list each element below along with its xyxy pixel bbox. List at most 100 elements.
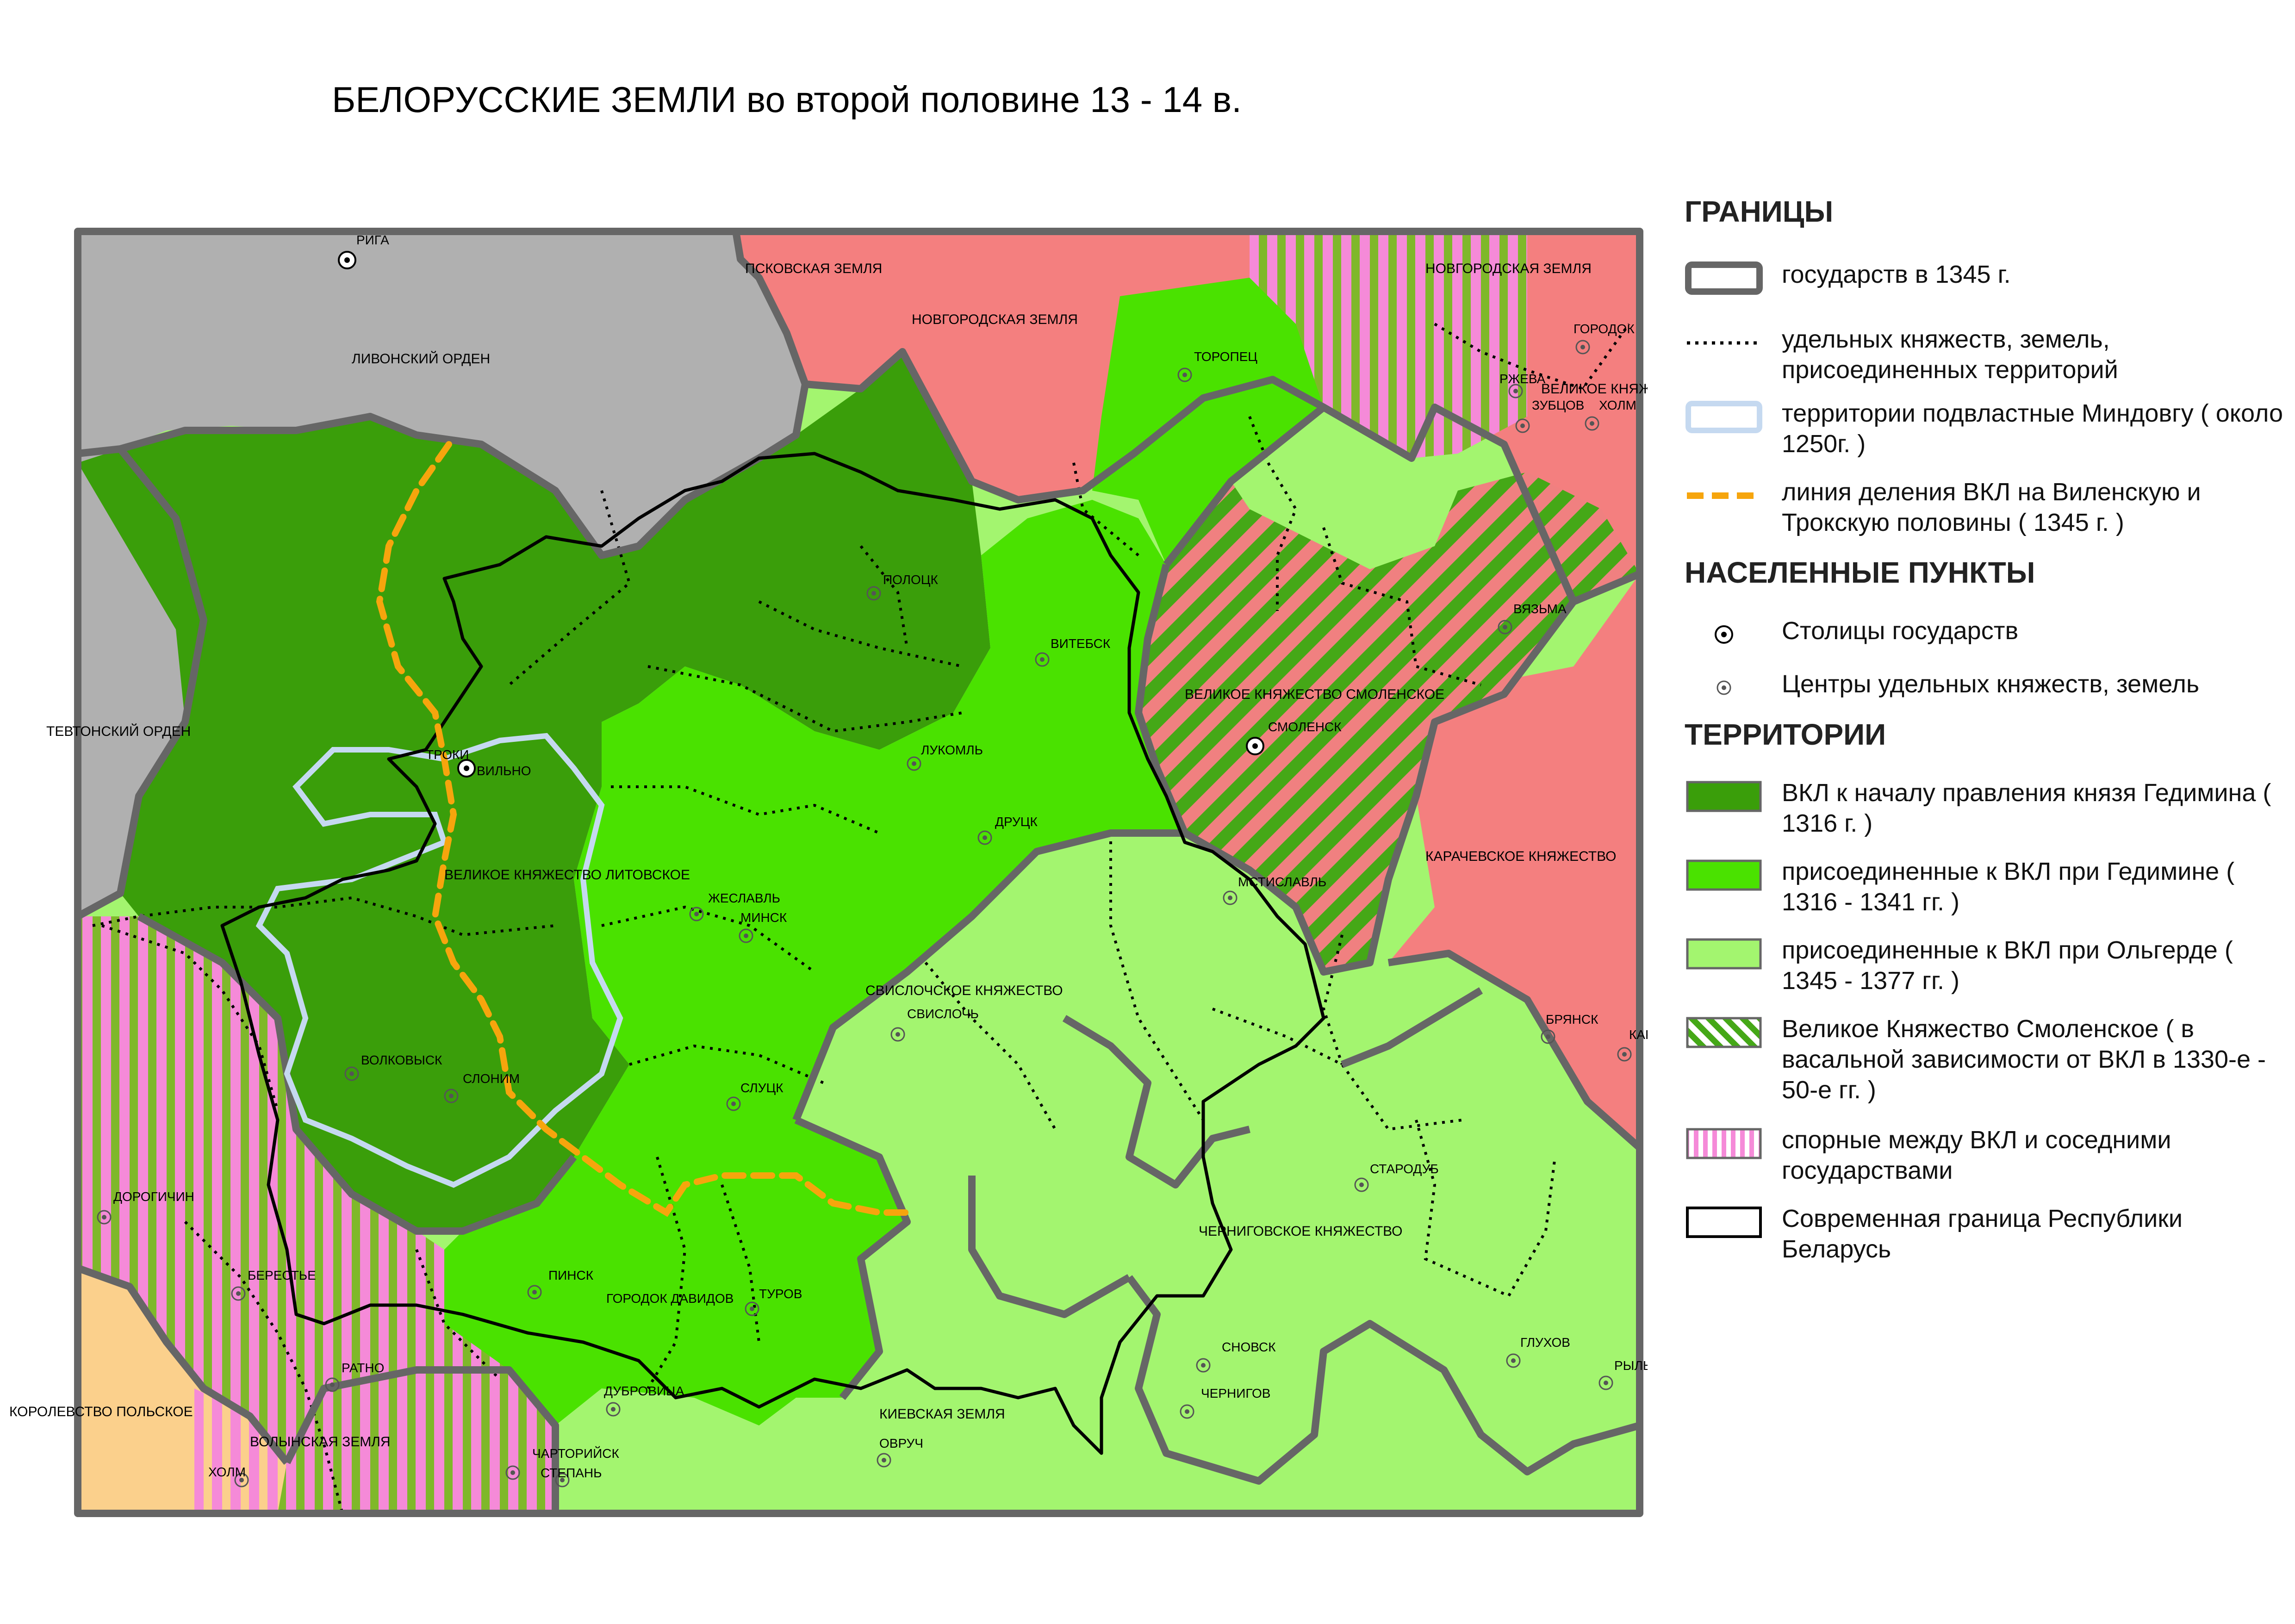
town-stepan: СТЕПАНЬ <box>541 1466 602 1487</box>
svg-text:СМОЛЕНСК: СМОЛЕНСК <box>1268 720 1342 734</box>
town-vyazma: ВЯЗЬМА <box>1498 602 1567 635</box>
legend-label-gedimin: присоединенные к ВКЛ при Гедимине ( 1316… <box>1782 858 2235 916</box>
disputed-swatch <box>1686 1128 1762 1159</box>
label-pskov-land: ПСКОВСКАЯ ЗЕМЛЯ <box>745 261 882 276</box>
svg-text:ТУРОВ: ТУРОВ <box>759 1287 802 1301</box>
town-svisloch: СВИСЛОЧЬ <box>890 1007 979 1042</box>
gdl-1316-swatch <box>1686 781 1762 812</box>
legend-row-states: государств в 1345 г. <box>1685 259 2286 324</box>
volyn-area <box>278 1370 555 1513</box>
svg-text:ЧЕРНИГОВ: ЧЕРНИГОВ <box>1201 1386 1270 1400</box>
town-zheslavl: ЖЕСЛАВЛЬ <box>689 891 780 921</box>
label-novgorod-land-2: НОВГОРОДСКАЯ ЗЕМЛЯ <box>1425 261 1592 276</box>
svg-text:ТРОКИ: ТРОКИ <box>426 747 469 762</box>
svg-text:ДРУЦК: ДРУЦК <box>995 815 1038 829</box>
svg-text:ПИНСК: ПИНСК <box>548 1268 594 1282</box>
division-line-swatch <box>1687 492 1761 499</box>
svg-text:ХОЛМ: ХОЛМ <box>1599 398 1636 412</box>
label-teutonic-order: ТЕВТОНСКИЙ ОРДЕН <box>46 723 191 739</box>
svg-text:СНОВСК: СНОВСК <box>1222 1340 1276 1354</box>
legend-label-smolensk: Великое Княжество Смоленское ( в васальн… <box>1782 1015 2266 1104</box>
svg-text:ТОРОПЕЦ: ТОРОПЕЦ <box>1194 349 1257 364</box>
svg-text:РИГА: РИГА <box>356 233 389 247</box>
legend-row-capitals: Столицы государств <box>1685 616 2286 680</box>
svg-text:ХОЛМ: ХОЛМ <box>208 1465 246 1479</box>
svg-text:ЛУКОМЛЬ: ЛУКОМЛЬ <box>921 743 983 757</box>
label-kiev-land: КИЕВСКАЯ ЗЕМЛЯ <box>879 1406 1005 1422</box>
label-tver: ВЕЛИКОЕ КНЯЖЕСТВО ТВЕРСКОЕ <box>1541 381 1648 397</box>
town-starodub: СТАРОДУБ <box>1354 1162 1439 1192</box>
toropets-area <box>1092 278 1324 565</box>
town-minsk: МИНСК <box>739 910 787 943</box>
town-chernigov: ЧЕРНИГОВ <box>1180 1386 1270 1419</box>
legend-settlements-heading: НАСЕЛЕННЫЕ ПУНКТЫ <box>1685 556 2035 589</box>
town-ratno: РАТНО <box>325 1361 384 1392</box>
svg-text:МСТИСЛАВЛЬ: МСТИСЛАВЛЬ <box>1238 875 1326 889</box>
capital-riga: РИГА <box>338 233 389 269</box>
svg-text:ВИЛЬНО: ВИЛЬНО <box>477 764 531 778</box>
svg-text:ПОЛОЦК: ПОЛОЦК <box>883 572 938 587</box>
svg-text:ГОРОДОК ДАВИДОВ: ГОРОДОК ДАВИДОВ <box>606 1291 734 1306</box>
label-novgorod-land-1: НОВГОРОДСКАЯ ЗЕМЛЯ <box>912 312 1078 327</box>
town-drogichin: ДОРОГИЧИН <box>97 1189 194 1225</box>
legend-label-gdl-1316: ВКЛ к началу правления князя Гедимина ( … <box>1782 779 2271 837</box>
town-karachev: КАРАЧЕВ <box>1617 1027 1648 1062</box>
town-volkovysk: ВОЛКОВЫСК <box>344 1053 442 1081</box>
disputed-west-area <box>78 916 555 1513</box>
town-zubtsov: ЗУБЦОВ <box>1515 398 1584 433</box>
svg-text:ГОРОДОК: ГОРОДОК <box>1574 322 1635 336</box>
town-troki: ТРОКИ <box>426 747 469 762</box>
legend-row-gedimin: присоединенные к ВКЛ при Гедимине ( 1316… <box>1685 856 2286 921</box>
town-kholm-south: ХОЛМ <box>208 1465 249 1487</box>
svg-text:РЖЕВА: РЖЕВА <box>1499 372 1546 386</box>
svg-text:РЫЛЬСК: РЫЛЬСК <box>1614 1358 1648 1373</box>
legend-label-states: государств в 1345 г. <box>1782 261 2011 288</box>
kholm-disputed-area <box>194 1388 287 1513</box>
gedimin-swatch <box>1686 859 1762 891</box>
town-vitebsk: ВИТЕБСК <box>1035 636 1111 667</box>
legend-row-disputed: спорные между ВКЛ и соседними государств… <box>1685 1125 2286 1189</box>
mindaugas-border <box>255 733 623 1188</box>
mindaugas-border-swatch <box>1685 401 1762 433</box>
town-pinsk: ПИНСК <box>527 1268 594 1300</box>
town-bryansk: БРЯНСК <box>1541 1012 1598 1044</box>
legend-label-division: линия деления ВКЛ на Виленскую и Трокску… <box>1782 478 2201 536</box>
town-rzheva: РЖЕВА <box>1499 372 1546 398</box>
label-gdl: ВЕЛИКОЕ КНЯЖЕСТВО ЛИТОВСКОЕ <box>444 867 690 883</box>
town-gorodok: ГОРОДОК <box>1574 322 1635 355</box>
olgerd-swatch <box>1686 938 1762 970</box>
modern-border-swatch <box>1686 1207 1762 1238</box>
town-snovsk: СНОВСК <box>1196 1340 1276 1373</box>
legend-row-olgerd: присоединенные к ВКЛ при Ольгерде ( 1345… <box>1685 935 2286 1000</box>
svg-text:ДОРОГИЧИН: ДОРОГИЧИН <box>113 1189 194 1204</box>
state-borders-1345 <box>74 228 1643 1517</box>
legend-label-capitals: Столицы государств <box>1782 617 2019 645</box>
legend-row-mindaugas: территории подвластные Миндовгу ( около … <box>1685 398 2286 463</box>
svg-text:ЖЕСЛАВЛЬ: ЖЕСЛАВЛЬ <box>708 891 780 905</box>
town-slonim: СЛОНИМ <box>444 1071 520 1103</box>
legend-row-gdl-1316: ВКЛ к началу правления князя Гедимина ( … <box>1685 778 2286 842</box>
modern-belarus-border <box>220 452 1325 1455</box>
center-icon <box>1717 680 1731 695</box>
label-smolensk-principality: ВЕЛИКОЕ КНЯЖЕСТВО СМОЛЕНСКОЕ <box>1185 687 1444 702</box>
legend-label-modern-border: Современная граница Республики Беларусь <box>1782 1205 2183 1263</box>
town-lukoml: ЛУКОМЛЬ <box>907 743 983 771</box>
town-druts: ДРУЦК <box>977 815 1038 845</box>
legend-row-smolensk: Великое Княжество Смоленское ( в васальн… <box>1685 1014 2286 1104</box>
smolensk-swatch <box>1686 1017 1762 1048</box>
svg-text:СЛОНИМ: СЛОНИМ <box>463 1071 520 1086</box>
town-glukhov: ГЛУХОВ <box>1506 1335 1570 1368</box>
division-line <box>376 441 910 1217</box>
rzhev-area <box>1231 407 1458 569</box>
map: ЛИВОНСКИЙ ОРДЕН ТЕВТОНСКИЙ ОРДЕН ПСКОВСК… <box>9 228 1648 1517</box>
label-karachev-principality: КАРАЧЕВСКОЕ КНЯЖЕСТВО <box>1425 849 1617 864</box>
legend-label-mindaugas: территории подвластные Миндовгу ( около … <box>1782 399 2283 458</box>
town-kholm-north: ХОЛМ <box>1585 398 1636 431</box>
svg-text:ВИТЕБСК: ВИТЕБСК <box>1051 636 1111 651</box>
label-poland: КОРОЛЕВСТВО ПОЛЬСКОЕ <box>9 1404 193 1419</box>
svg-text:ЧАРТОРИЙСК: ЧАРТОРИЙСК <box>532 1446 620 1461</box>
town-berestye: БЕРЕСТЬЕ <box>231 1268 316 1301</box>
legend-label-disputed: спорные между ВКЛ и соседними государств… <box>1782 1126 2171 1184</box>
town-turov: ТУРОВ <box>759 1287 802 1301</box>
svg-text:ГЛУХОВ: ГЛУХОВ <box>1520 1335 1570 1350</box>
